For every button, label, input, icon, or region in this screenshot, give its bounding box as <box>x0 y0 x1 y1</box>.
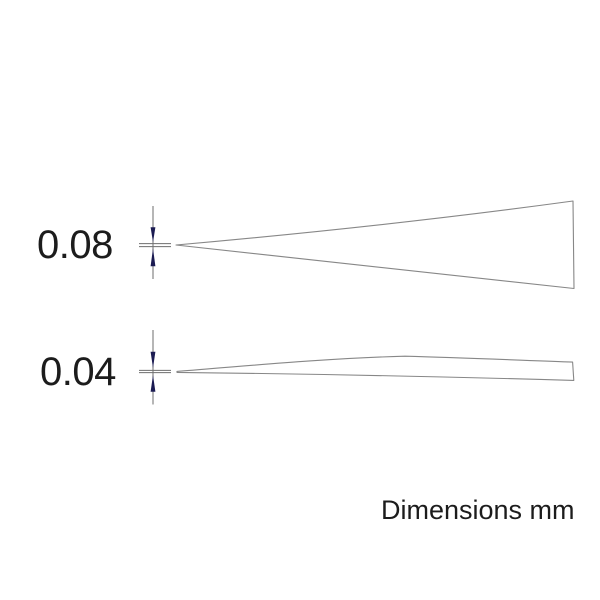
units-note: Dimensions mm <box>381 495 575 525</box>
lower-taper-profile <box>176 355 575 381</box>
arrow-up-icon <box>150 248 156 267</box>
arrow-up-icon <box>150 375 156 392</box>
lower-dimension-marker <box>139 330 171 405</box>
arrow-down-icon <box>150 227 156 243</box>
upper-taper-profile <box>175 200 575 290</box>
upper-dimension-marker <box>139 206 171 279</box>
lower-thickness-label: 0.04 <box>40 350 116 394</box>
arrow-down-icon <box>150 351 156 368</box>
upper-thickness-label: 0.08 <box>37 223 113 267</box>
